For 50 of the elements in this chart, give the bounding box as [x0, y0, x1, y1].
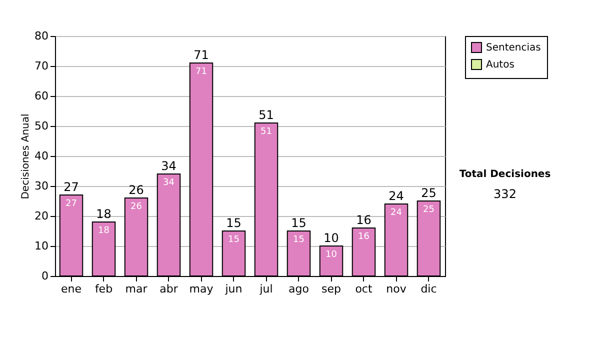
text: Total Decisiones [459, 169, 551, 180]
x-tick-label: jul [258, 282, 273, 296]
data-label: 25 [423, 205, 434, 215]
total-label: 27 [64, 180, 79, 194]
legend-label: Autos [486, 60, 514, 70]
total-label: 34 [161, 159, 176, 173]
y-tick-label: 10 [34, 240, 48, 252]
data-label: 26 [130, 202, 142, 212]
total-label: 16 [356, 213, 372, 227]
y-tick-label: 50 [34, 120, 48, 132]
data-label: 10 [326, 250, 338, 260]
y-tick-label: 80 [34, 30, 48, 42]
data-label: 71 [196, 67, 207, 77]
x-tick-label: ago [288, 282, 310, 296]
y-tick-label: 20 [34, 210, 48, 222]
total-label: 15 [291, 216, 306, 230]
text: 332 [494, 187, 516, 201]
legend-label: Sentencias [486, 42, 541, 54]
total-label: 26 [128, 183, 144, 197]
total-label: 24 [388, 189, 404, 203]
y-tick-label: 70 [34, 60, 48, 72]
y-tick-label: 40 [34, 150, 48, 162]
x-tick-label: jun [224, 282, 242, 296]
x-tick-label: may [189, 282, 214, 296]
total-label: 18 [96, 207, 112, 221]
data-label: 18 [98, 226, 110, 236]
total-label: 10 [324, 231, 339, 245]
y-tick-label: 0 [42, 270, 48, 282]
x-tick-label: sep [322, 282, 342, 296]
data-label: 27 [66, 199, 77, 209]
total-label: 15 [226, 216, 242, 230]
data-label: 24 [390, 208, 402, 218]
total-label: 51 [258, 108, 274, 122]
x-tick-label: mar [125, 282, 148, 296]
x-tick-label: dic [420, 282, 437, 296]
y-axis-title: Decisiones Anual [20, 114, 32, 200]
x-tick-label: ene [60, 282, 82, 296]
data-label: 15 [228, 235, 240, 245]
x-tick-label: feb [94, 282, 113, 296]
y-tick-label: 60 [34, 90, 48, 102]
total-label: 25 [421, 186, 436, 200]
data-label: 34 [163, 178, 175, 188]
data-label: 16 [358, 232, 370, 242]
x-tick-label: nov [386, 282, 407, 296]
data-label: 51 [260, 127, 272, 137]
data-label: 15 [293, 235, 304, 245]
x-tick-label: oct [355, 282, 373, 296]
x-tick-label: abr [160, 282, 178, 296]
total-label: 71 [194, 48, 209, 62]
y-tick-label: 30 [34, 180, 48, 192]
